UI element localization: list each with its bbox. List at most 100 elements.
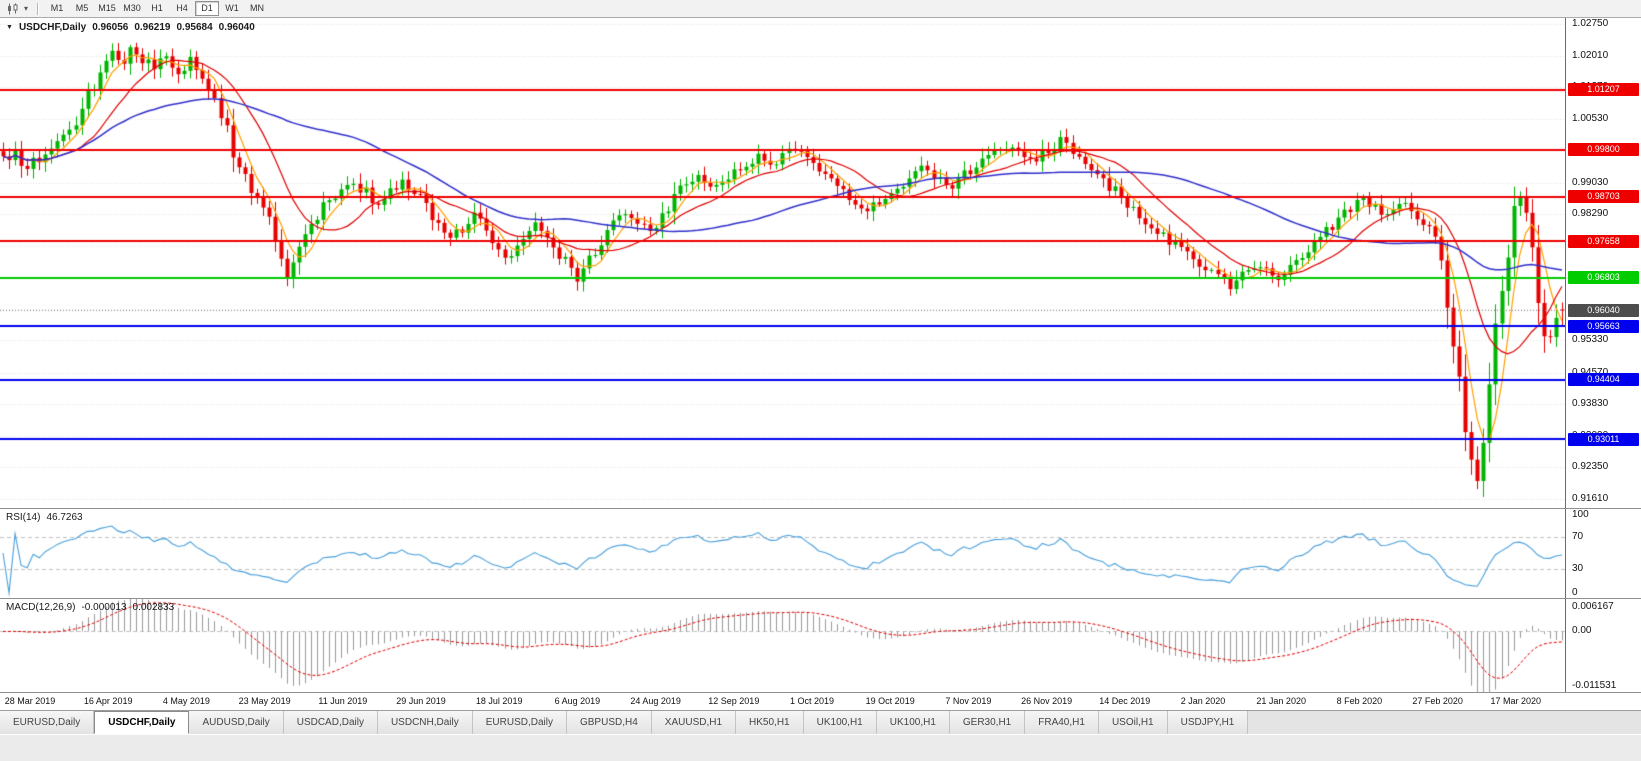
chart-tab-eurusd-daily[interactable]: EURUSD,Daily [0,711,95,734]
price-axis-label: 0.98290 [1572,208,1609,220]
ohlc-high: 0.96219 [134,22,171,33]
chart-tab-usdjpy-h1[interactable]: USDJPY,H1 [1167,711,1249,734]
rsi-value: 46.7263 [46,512,83,523]
price-level-badge: 0.93011 [1568,432,1639,446]
chart-tab-usdcad-daily[interactable]: USDCAD,Daily [283,711,378,734]
chart-title: ▼ USDCHF,Daily 0.96056 0.96219 0.95684 0… [6,22,255,33]
periods-toolbar: ▾ M1 M5 M15 M30 H1 H4 D1 W1 MN [0,0,1641,18]
price-level-badge: 0.99800 [1568,143,1639,157]
date-axis-label: 14 Dec 2019 [1099,696,1151,706]
date-axis-label: 8 Feb 2020 [1336,696,1383,706]
chevron-down-icon[interactable]: ▾ [23,4,28,13]
chart-tab-gbpusd-h4[interactable]: GBPUSD,H4 [566,711,652,734]
macd-chart-canvas[interactable] [0,599,1565,692]
chart-symbol-period: USDCHF,Daily [18,22,87,33]
current-price-badge: 0.96040 [1568,303,1639,317]
price-axis-label: 0.91610 [1572,493,1609,505]
date-axis-label: 27 Feb 2020 [1412,696,1463,706]
chart-tab-hk50-h1[interactable]: HK50,H1 [736,711,804,734]
price-axis-label: 0.94570 [1572,366,1609,378]
date-axis-label: 17 Mar 2020 [1490,696,1542,706]
timeframe-button-m15[interactable]: M15 [98,3,116,13]
macd-value-signal: 0.002833 [132,602,175,613]
timeframe-button-d1[interactable]: D1 [195,1,219,16]
chart-tab-bar: EURUSD,Daily USDCHF,Daily AUDUSD,Daily USDC… [0,710,1641,734]
timeframe-button-h1[interactable]: H1 [151,3,163,13]
chart-tab-fra40-h1[interactable]: FRA40,H1 [1025,711,1099,734]
macd-axis-label: 0.006167 [1572,601,1614,612]
timeframe-button-mn[interactable]: MN [250,3,264,13]
timeframe-button-h4[interactable]: H4 [176,3,188,13]
ohlc-low: 0.95684 [176,22,213,33]
date-axis-label: 23 May 2019 [238,696,291,706]
price-level-badge: 0.94404 [1568,373,1639,387]
price-axis-label: 0.95330 [1572,334,1609,346]
date-axis-label: 7 Nov 2019 [945,696,992,706]
date-axis-label: 4 May 2019 [162,696,210,706]
rsi-chart-canvas[interactable] [0,509,1565,598]
rsi-label: RSI(14) [6,512,41,523]
price-axis-label: 0.99030 [1572,176,1609,188]
price-axis-label: 0.92350 [1572,461,1609,473]
timeframe-button-m5[interactable]: M5 [75,3,89,13]
date-axis-label: 18 Jul 2019 [475,696,523,706]
ohlc-close: 0.96040 [218,22,255,33]
macd-axis[interactable]: 0.006167 0.00 -0.011531 [1565,599,1641,692]
chart-tab-usdchf-daily[interactable]: USDCHF,Daily [94,711,190,734]
price-axis-label: 1.02010 [1572,49,1609,61]
date-axis-label: 16 Apr 2019 [83,696,133,706]
date-axis-label: 6 Aug 2019 [554,696,601,706]
status-bar [0,734,1641,761]
rsi-indicator-label: RSI(14) 46.7263 [6,512,83,523]
date-axis-label: 28 Mar 2019 [4,696,56,706]
rsi-axis-label: 100 [1572,509,1589,520]
chart-tab-uk100-h1[interactable]: UK100,H1 [876,711,950,734]
rsi-axis[interactable]: 100 70 30 0 [1565,509,1641,598]
time-axis[interactable]: 28 Mar 2019 16 Apr 2019 4 May 2019 23 May 2… [0,692,1641,710]
price-axis-label: 0.93830 [1572,398,1609,410]
price-level-badge: 0.96803 [1568,271,1639,285]
macd-axis-label: 0.00 [1572,625,1592,637]
chart-tab-xauusd-h1[interactable]: XAUUSD,H1 [651,711,737,734]
price-axis-label: 1.02750 [1572,17,1609,29]
price-axis-label: 1.00530 [1572,112,1609,124]
macd-panel: MACD(12,26,9) -0.000013 0.002833 0.00616… [0,598,1641,692]
chart-tab-usdcnh-daily[interactable]: USDCNH,Daily [377,711,473,734]
chart-tab-usoil-h1[interactable]: USOil,H1 [1098,711,1168,734]
candlestick-chart-icon[interactable] [4,1,20,16]
price-level-badge: 0.98703 [1568,190,1639,204]
date-axis-label: 19 Oct 2019 [865,696,915,706]
chart-tab-audusd-daily[interactable]: AUDUSD,Daily [189,711,284,734]
date-axis-label: 11 Jun 2019 [318,696,368,706]
date-axis-label: 26 Nov 2019 [1021,696,1073,706]
timeframe-button-w1[interactable]: W1 [225,3,239,13]
chart-tab-eurusd-daily[interactable]: EURUSD,Daily [472,711,567,734]
date-axis-label: 29 Jun 2019 [396,696,446,706]
chart-tab-ger30-h1[interactable]: GER30,H1 [949,711,1026,734]
rsi-axis-label: 70 [1572,531,1584,542]
rsi-axis-label: 0 [1572,587,1578,598]
chart-tab-uk100-h1[interactable]: UK100,H1 [803,711,877,734]
rsi-panel: RSI(14) 46.7263 100 70 30 0 [0,508,1641,598]
date-axis-label: 12 Sep 2019 [708,696,760,706]
macd-axis-label: -0.011531 [1572,680,1617,691]
toolbar-separator [37,2,38,15]
timeframe-button-m1[interactable]: M1 [50,3,64,13]
price-level-badge: 0.95663 [1568,319,1639,333]
subwindow-collapse-icon[interactable]: ▼ [6,24,13,31]
price-chart-canvas[interactable] [0,18,1565,508]
rsi-axis-label: 30 [1572,563,1584,574]
macd-value-main: -0.000013 [81,602,127,613]
ohlc-open: 0.96056 [92,22,129,33]
macd-label: MACD(12,26,9) [6,602,76,613]
timeframe-button-m30[interactable]: M30 [123,3,141,13]
price-level-badge: 0.97658 [1568,234,1639,248]
date-axis-label: 2 Jan 2020 [1180,696,1226,706]
price-panel: ▼ USDCHF,Daily 0.96056 0.96219 0.95684 0… [0,18,1641,508]
date-axis-label: 1 Oct 2019 [789,696,835,706]
date-axis-label: 21 Jan 2020 [1256,696,1306,706]
price-axis[interactable]: 1.027501.020101.012701.005300.997900.990… [1565,18,1641,508]
date-axis-label: 24 Aug 2019 [630,696,681,706]
price-level-badge: 1.01207 [1568,83,1639,97]
